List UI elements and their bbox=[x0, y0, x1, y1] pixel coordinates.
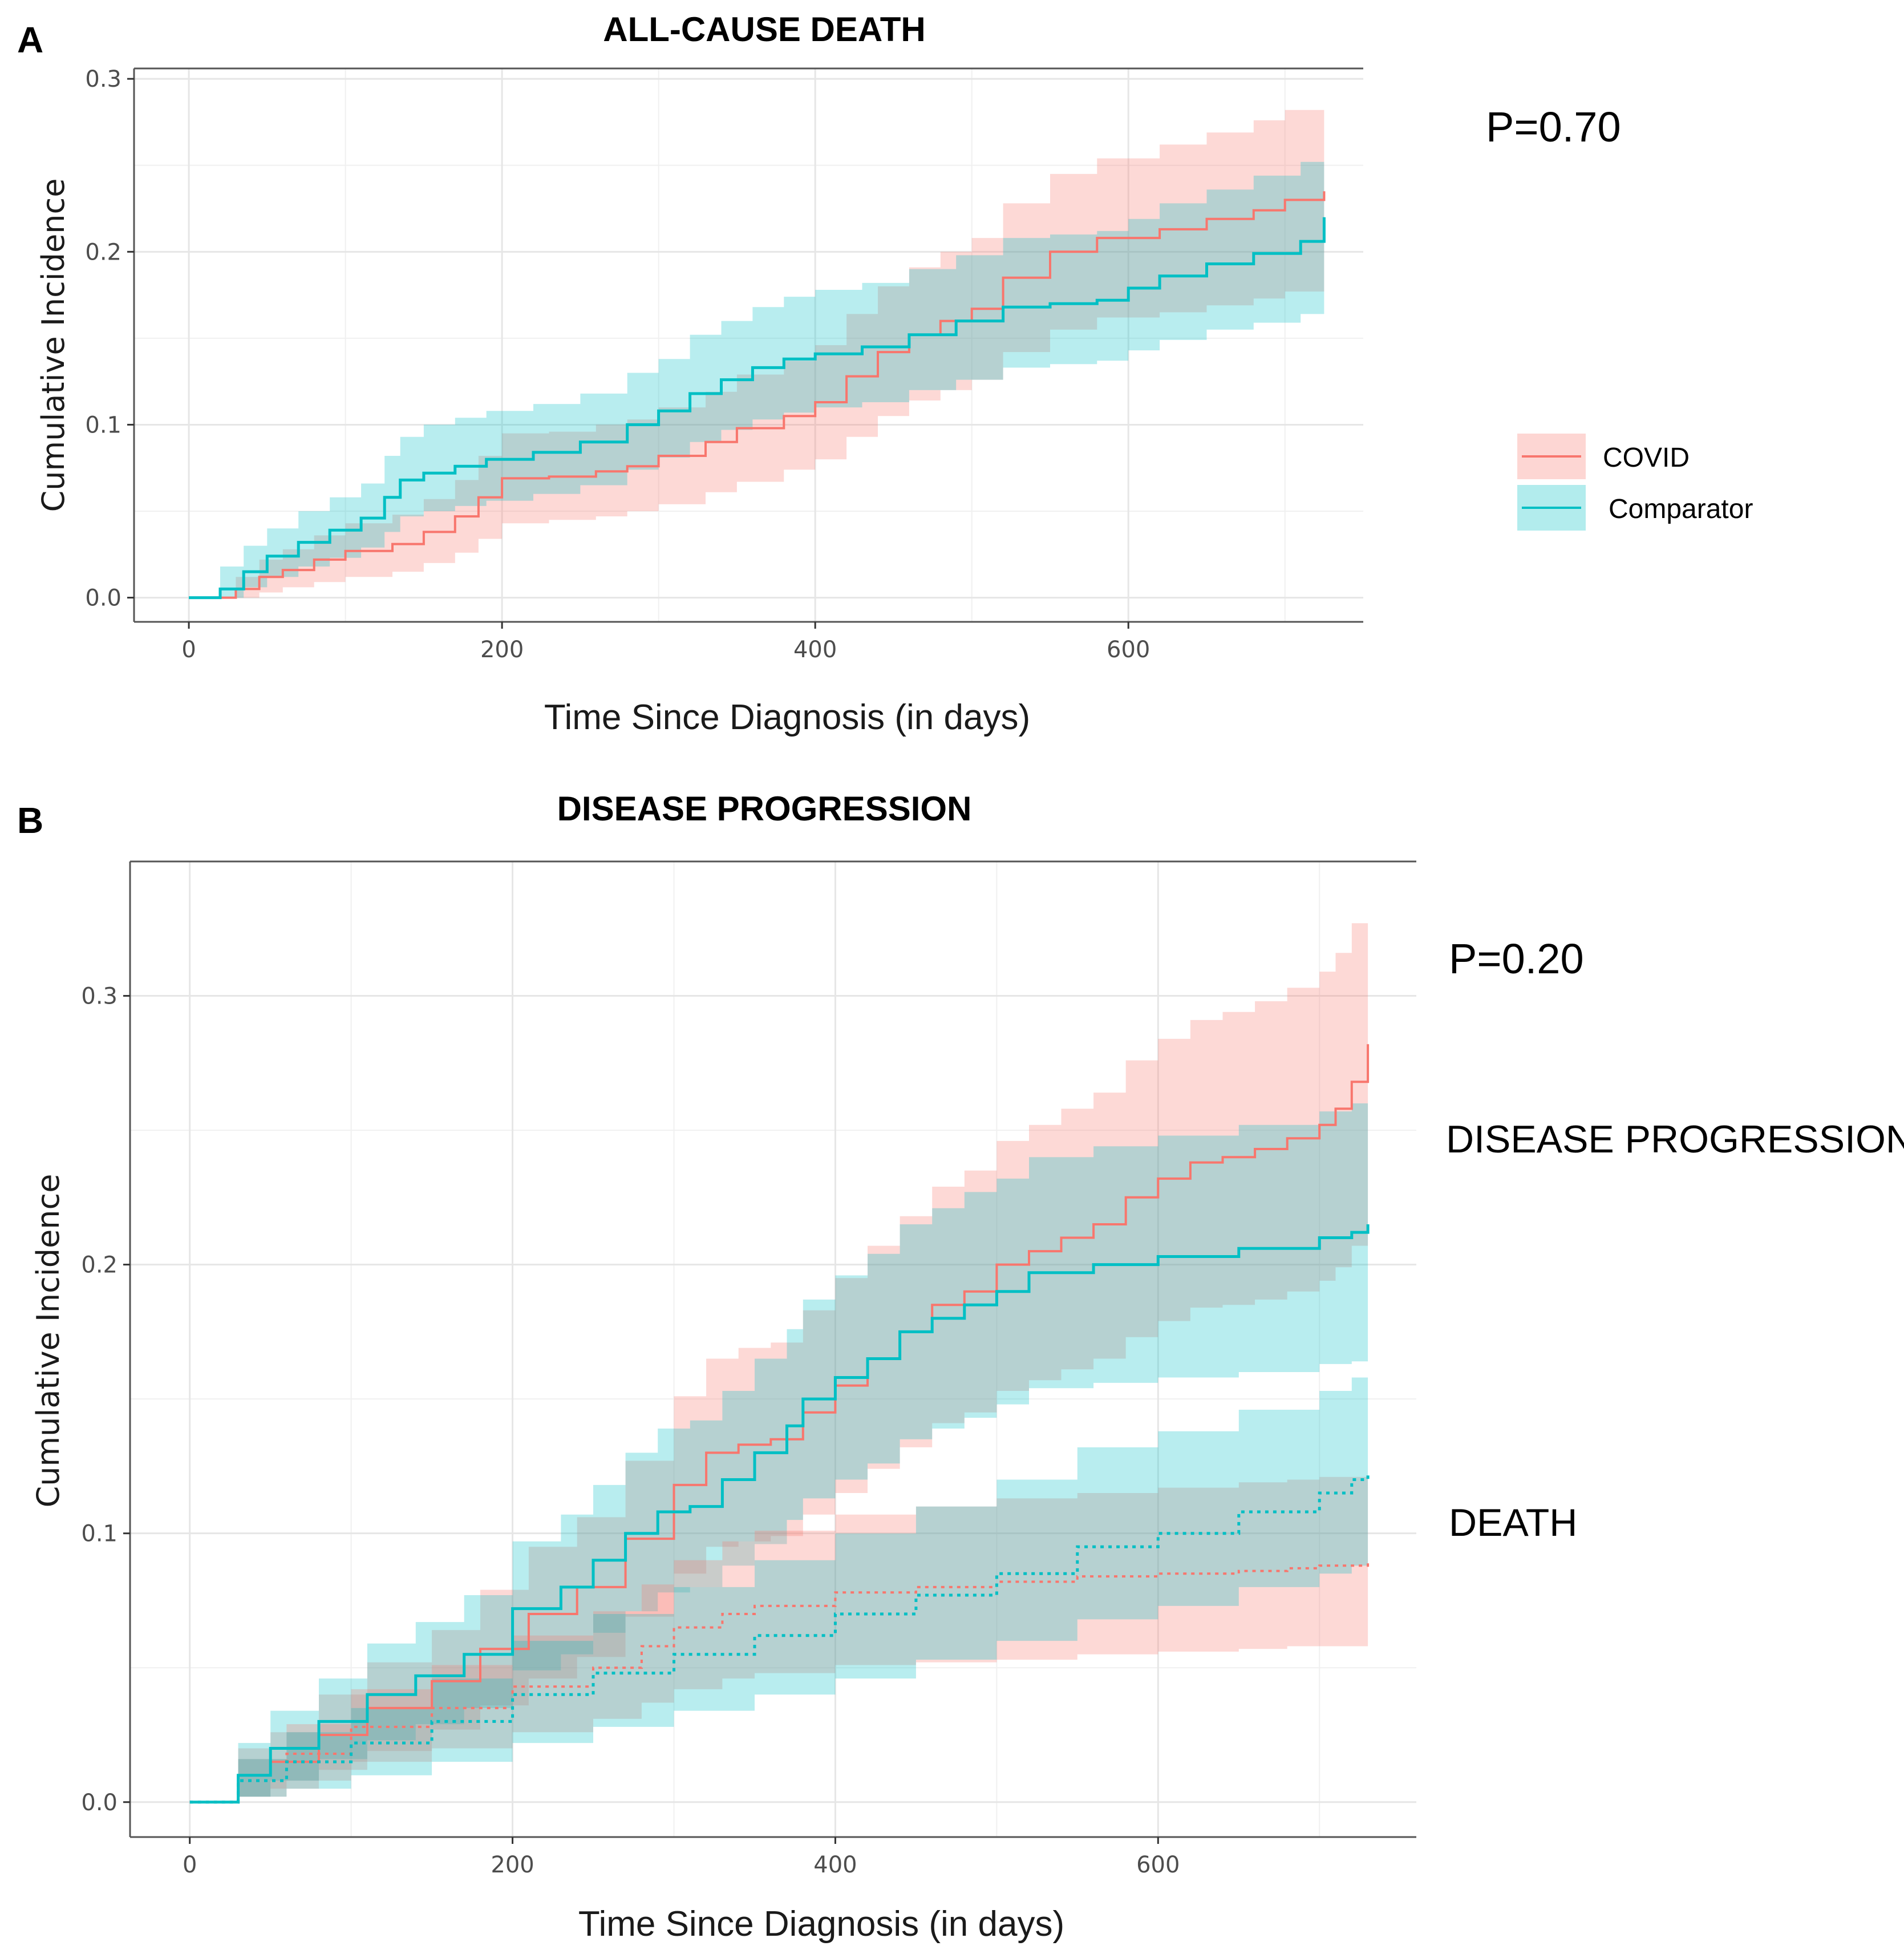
x-tick-label-a-2: 400 bbox=[793, 637, 837, 663]
curve-label-disease-progression: DISEASE PROGRESSION bbox=[1446, 1118, 1904, 1161]
x-axis-label-b: Time Since Diagnosis (in days) bbox=[578, 1904, 1064, 1944]
curve-a-comparator bbox=[189, 217, 1326, 600]
legend-label-covid: COVID bbox=[1603, 443, 1690, 473]
plot-panel-a: 0 200 400 600 0.0 0.1 0.2 0.3 bbox=[85, 66, 1363, 663]
curve-b-comparator-disease-progression bbox=[189, 1224, 1370, 1804]
curves-a bbox=[189, 191, 1326, 600]
y-tick-label-a-0: 0.0 bbox=[85, 585, 121, 612]
x-axis-ticks-a: 0 200 400 600 bbox=[181, 622, 1150, 663]
plot-background-b bbox=[130, 861, 1416, 1837]
x-tick-label-b-0: 0 bbox=[183, 1852, 197, 1878]
y-axis-ticks-b: 0.0 0.1 0.2 0.3 bbox=[81, 984, 130, 1816]
x-tick-label-b-1: 200 bbox=[491, 1852, 534, 1878]
p-value-a: P=0.70 bbox=[1486, 103, 1621, 151]
ci-band-b-comparator-death bbox=[189, 1372, 1368, 1802]
ci-bands-a bbox=[189, 99, 1324, 598]
curve-label-death: DEATH bbox=[1449, 1501, 1577, 1544]
x-tick-label-b-2: 400 bbox=[813, 1852, 857, 1878]
y-tick-label-b-2: 0.2 bbox=[81, 1252, 118, 1279]
x-axis-ticks-b: 0 200 400 600 bbox=[183, 1837, 1180, 1878]
ci-bands-b bbox=[189, 901, 1368, 1802]
ci-band-a-comparator bbox=[189, 134, 1324, 598]
chart-title-a: ALL-CAUSE DEATH bbox=[603, 10, 926, 48]
curve-b-comparator-death bbox=[189, 1474, 1370, 1804]
ci-band-b-covid-disease-progression bbox=[189, 901, 1368, 1802]
y-tick-label-b-0: 0.0 bbox=[81, 1790, 118, 1816]
panel-letter-a: A bbox=[17, 19, 43, 60]
p-value-b: P=0.20 bbox=[1449, 935, 1584, 982]
x-tick-label-a-0: 0 bbox=[181, 637, 196, 663]
ci-band-a-covid bbox=[189, 99, 1324, 598]
y-tick-label-a-1: 0.1 bbox=[85, 412, 121, 438]
chart-title-b: DISEASE PROGRESSION bbox=[557, 790, 972, 828]
y-tick-label-a-2: 0.2 bbox=[85, 239, 121, 265]
legend-label-comparator: Comparator bbox=[1609, 494, 1753, 524]
curve-b-covid-death bbox=[189, 1563, 1370, 1803]
ci-band-b-comparator-disease-progression bbox=[189, 1093, 1368, 1802]
x-tick-label-a-1: 200 bbox=[480, 637, 524, 663]
gridlines-a bbox=[134, 68, 1363, 622]
y-axis-label-a: Cumulative Incidence bbox=[35, 179, 71, 512]
y-tick-label-a-3: 0.3 bbox=[85, 66, 121, 92]
curve-a-covid bbox=[189, 191, 1326, 599]
y-axis-label-b: Cumulative Incidence bbox=[30, 1174, 66, 1508]
y-axis-ticks-a: 0.0 0.1 0.2 0.3 bbox=[85, 66, 134, 612]
curves-b bbox=[189, 1044, 1370, 1804]
x-tick-label-a-3: 600 bbox=[1107, 637, 1150, 663]
y-tick-label-b-3: 0.3 bbox=[81, 984, 118, 1010]
ci-band-b-covid-death bbox=[189, 1474, 1368, 1802]
panel-letter-b: B bbox=[17, 800, 43, 841]
legend: COVID Comparator bbox=[1517, 434, 1753, 531]
y-tick-label-b-1: 0.1 bbox=[81, 1521, 118, 1547]
x-axis-label-a: Time Since Diagnosis (in days) bbox=[544, 698, 1030, 737]
x-tick-label-b-3: 600 bbox=[1136, 1852, 1180, 1878]
plot-panel-b: 0 200 400 600 0.0 0.1 0.2 0.3 bbox=[81, 860, 1416, 1878]
